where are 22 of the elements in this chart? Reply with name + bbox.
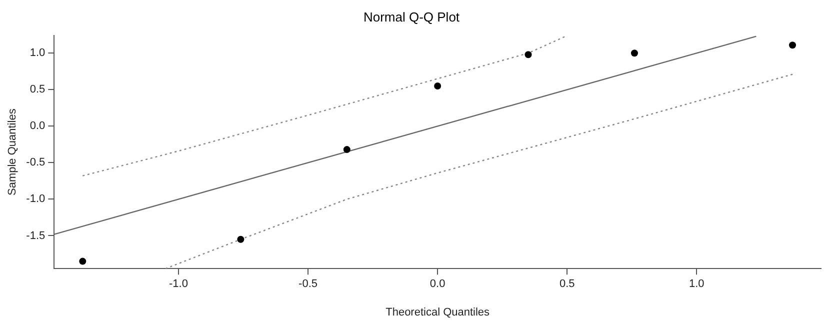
x-axis-title: Theoretical Quantiles	[386, 306, 490, 318]
point	[237, 236, 244, 243]
chart-title: Normal Q-Q Plot	[363, 9, 460, 24]
y-tick-label: 0.5	[30, 84, 46, 96]
x-tick-label: -0.5	[298, 278, 318, 290]
x-tick-label: -1.0	[169, 278, 188, 290]
y-tick-label: 1.0	[30, 47, 46, 60]
x-tick-label: 0.5	[559, 278, 575, 290]
y-axis-title: Sample Quantiles	[6, 108, 19, 196]
point	[630, 50, 638, 57]
x-tick-label: 1.0	[689, 278, 704, 290]
point	[434, 82, 442, 90]
point	[524, 51, 532, 58]
point	[789, 42, 796, 49]
y-tick-label: -1.5	[26, 230, 46, 242]
x-tick-label: 0.0	[430, 278, 446, 290]
point	[79, 258, 86, 265]
y-tick-label: -0.5	[26, 156, 46, 169]
point	[343, 146, 350, 154]
y-tick-label: -1.0	[26, 193, 46, 206]
line-series	[164, 74, 794, 269]
y-tick-label: 0.0	[30, 120, 46, 132]
